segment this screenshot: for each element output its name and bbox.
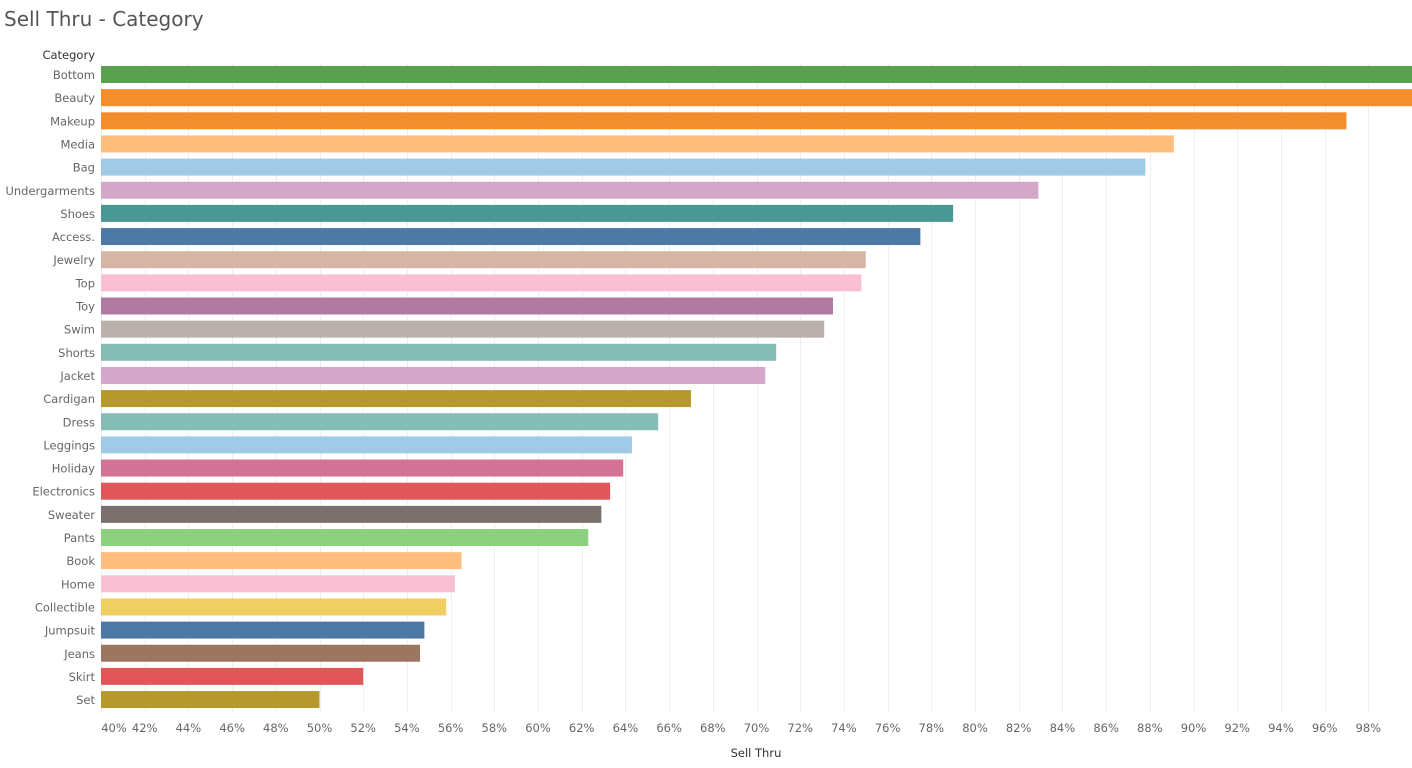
x-tick-label: 82% <box>1006 721 1032 735</box>
bar-skirt[interactable] <box>101 667 364 685</box>
category-label: Holiday <box>52 462 95 476</box>
bar-home[interactable] <box>101 575 455 593</box>
bar-top[interactable] <box>101 274 862 292</box>
category-label: Top <box>75 276 95 290</box>
category-label: Undergarments <box>5 184 95 198</box>
x-tick-label: 80% <box>962 721 988 735</box>
bar-bag[interactable] <box>101 158 1146 176</box>
bar-makeup[interactable] <box>101 112 1347 130</box>
bar-dress[interactable] <box>101 413 659 431</box>
x-tick-label: 76% <box>875 721 901 735</box>
bar-jacket[interactable] <box>101 366 766 384</box>
bar-media[interactable] <box>101 135 1174 153</box>
category-label: Sweater <box>48 508 95 522</box>
category-label: Swim <box>64 323 95 337</box>
category-label: Book <box>66 554 95 568</box>
bar-sweater[interactable] <box>101 505 602 523</box>
category-label: Toy <box>75 300 95 314</box>
x-tick-label: 88% <box>1137 721 1163 735</box>
category-label: Makeup <box>50 114 95 128</box>
x-tick-label: 90% <box>1181 721 1207 735</box>
category-label: Shoes <box>60 207 95 221</box>
category-label: Dress <box>63 415 95 429</box>
bar-access[interactable] <box>101 228 921 246</box>
bar-beauty[interactable] <box>101 89 1412 107</box>
x-tick-label: 50% <box>307 721 333 735</box>
x-tick-label: 62% <box>569 721 595 735</box>
category-label: Leggings <box>43 438 95 452</box>
category-label: Cardigan <box>43 392 95 406</box>
x-tick-label: 96% <box>1312 721 1338 735</box>
x-tick-label: 68% <box>700 721 726 735</box>
bar-shorts[interactable] <box>101 343 777 361</box>
category-label: Bag <box>73 161 95 175</box>
x-tick-label: 48% <box>263 721 289 735</box>
x-tick-label: 64% <box>613 721 639 735</box>
bar-electronics[interactable] <box>101 482 611 500</box>
category-label: Jumpsuit <box>44 624 96 638</box>
category-label: Electronics <box>32 485 95 499</box>
x-tick-label: 66% <box>656 721 682 735</box>
x-tick-label: 52% <box>350 721 376 735</box>
bar-collectible[interactable] <box>101 598 447 616</box>
x-tick-label: 42% <box>132 721 158 735</box>
bar-jeans[interactable] <box>101 644 421 662</box>
bar-bottom[interactable] <box>101 66 1412 83</box>
bar-jumpsuit[interactable] <box>101 621 425 639</box>
x-tick-label: 72% <box>787 721 813 735</box>
category-label: Jacket <box>59 369 95 383</box>
category-label: Pants <box>64 531 95 545</box>
x-tick-label: 56% <box>438 721 464 735</box>
x-tick-label: 84% <box>1050 721 1076 735</box>
bar-toy[interactable] <box>101 297 833 315</box>
category-label: Beauty <box>54 91 95 105</box>
bar-book[interactable] <box>101 552 462 570</box>
bar-swim[interactable] <box>101 320 825 338</box>
category-axis-header: Category <box>42 48 95 62</box>
bar-leggings[interactable] <box>101 436 632 454</box>
category-label: Skirt <box>69 670 96 684</box>
x-tick-label: 40% <box>101 721 127 735</box>
category-label: Collectible <box>35 600 95 614</box>
bar-set[interactable] <box>101 691 320 709</box>
x-tick-label: 78% <box>919 721 945 735</box>
x-tick-label: 54% <box>394 721 420 735</box>
category-label: Shorts <box>58 346 95 360</box>
chart-title: Sell Thru - Category <box>4 7 204 31</box>
x-axis-title: Sell Thru <box>731 746 782 760</box>
x-tick-label: 74% <box>831 721 857 735</box>
bar-holiday[interactable] <box>101 459 624 477</box>
category-labels: Category Bottom Beauty Makeup Media Bag Under… <box>5 48 95 707</box>
x-tick-label: 98% <box>1356 721 1382 735</box>
bar-shoes[interactable] <box>101 204 954 222</box>
category-label: Jewelry <box>52 253 95 267</box>
category-label: Bottom <box>53 68 95 82</box>
category-label: Media <box>60 137 95 151</box>
bar-jewelry[interactable] <box>101 251 866 269</box>
x-tick-label: 94% <box>1268 721 1294 735</box>
category-label: Jeans <box>63 647 95 661</box>
bar-cardigan[interactable] <box>101 390 691 408</box>
bar-undergarments[interactable] <box>101 181 1039 199</box>
bars <box>101 66 1412 709</box>
x-axis-ticks: 40% 42% 44% 46% 48% 50% 52% 54% 56% 58% 60% 62% 64% 6… <box>101 721 1381 735</box>
x-tick-label: 46% <box>219 721 245 735</box>
category-label: Access. <box>52 230 95 244</box>
x-tick-label: 60% <box>525 721 551 735</box>
x-tick-label: 86% <box>1093 721 1119 735</box>
x-tick-label: 58% <box>482 721 508 735</box>
bar-pants[interactable] <box>101 529 589 546</box>
x-tick-label: 92% <box>1224 721 1250 735</box>
x-tick-label: 44% <box>176 721 202 735</box>
category-label: Set <box>76 693 95 707</box>
x-tick-label: 70% <box>744 721 770 735</box>
category-label: Home <box>61 577 95 591</box>
